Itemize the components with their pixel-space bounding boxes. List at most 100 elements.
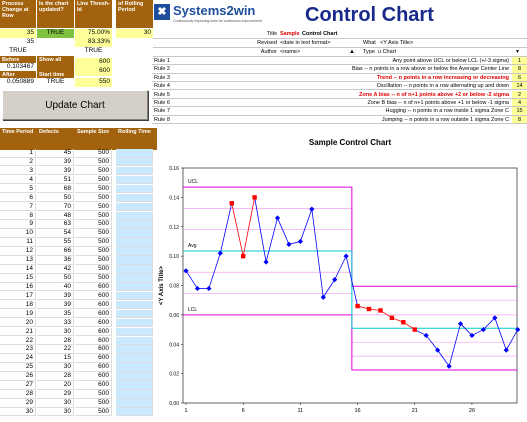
- rule-count-input[interactable]: 8: [512, 115, 527, 125]
- rolling-period-value[interactable]: 30: [116, 29, 153, 38]
- sample-size-cell[interactable]: 600: [75, 363, 112, 372]
- sample-size-cell[interactable]: 500: [75, 274, 112, 283]
- defects-cell[interactable]: 70: [37, 202, 74, 212]
- sample-size-cell[interactable]: 600: [75, 282, 112, 292]
- type-value[interactable]: u Chart: [378, 49, 397, 55]
- y-tick-label: 0.02: [169, 372, 179, 378]
- data-segment: [460, 323, 473, 336]
- sample-size-cell[interactable]: 500: [75, 220, 112, 229]
- sample-size-cell[interactable]: 600: [75, 327, 112, 337]
- sample-size-cell[interactable]: 500: [75, 149, 112, 158]
- sample-size-cell[interactable]: 600: [75, 336, 112, 346]
- defects-cell[interactable]: 50: [37, 274, 74, 283]
- sample-size-cell[interactable]: 600: [75, 354, 112, 363]
- defects-cell[interactable]: 22: [37, 345, 74, 354]
- update-chart-button[interactable]: Update Chart: [2, 90, 148, 120]
- defects-cell[interactable]: 35: [37, 309, 74, 319]
- sample-size-cell[interactable]: 500: [75, 211, 112, 220]
- y-tick-label: 0.16: [169, 166, 179, 172]
- sample-size-cell[interactable]: 500: [75, 256, 112, 265]
- defects-cell[interactable]: 68: [37, 184, 74, 194]
- top-settings-table: Process Change at Row Is the chart updat…: [0, 0, 153, 90]
- data-segment: [208, 253, 221, 289]
- sample-size-cell[interactable]: 500: [75, 184, 112, 194]
- sample-size-cell[interactable]: 500: [75, 166, 112, 176]
- defects-cell[interactable]: 39: [37, 300, 74, 310]
- defects-cell[interactable]: 40: [37, 282, 74, 292]
- period-cell: 17: [0, 291, 36, 301]
- sample-size-cell[interactable]: 500: [75, 157, 112, 167]
- period-cell: 5: [0, 184, 36, 194]
- process-change-row[interactable]: 35: [0, 29, 36, 38]
- sample-size-cell[interactable]: 600: [75, 318, 112, 328]
- defects-cell[interactable]: 30: [37, 407, 74, 417]
- defects-cell[interactable]: 30: [37, 399, 74, 408]
- sample-size-cell[interactable]: 600: [75, 309, 112, 319]
- sample-size-cell[interactable]: 500: [75, 175, 112, 185]
- defects-cell[interactable]: 33: [37, 318, 74, 328]
- rule-count-input[interactable]: 1: [512, 57, 527, 66]
- rule-count-input[interactable]: 8: [512, 65, 527, 74]
- rule-count-input[interactable]: 15: [512, 107, 527, 116]
- table-row: 10 54 500: [0, 229, 153, 238]
- defects-cell[interactable]: 39: [37, 291, 74, 301]
- title-value-prefix[interactable]: Sample: [280, 31, 300, 37]
- defects-cell[interactable]: 63: [37, 220, 74, 229]
- defects-cell[interactable]: 42: [37, 265, 74, 274]
- data-point-violation: [401, 320, 406, 325]
- threshold-1[interactable]: 75.00%: [75, 29, 112, 38]
- defects-cell[interactable]: 20: [37, 381, 74, 390]
- defects-cell[interactable]: 28: [37, 336, 74, 346]
- rule-row: Rule 7 Hugging -- n points in a row insid…: [152, 107, 527, 116]
- defects-cell[interactable]: 15: [37, 354, 74, 363]
- table-row: 28 29 500: [0, 390, 153, 399]
- what-value[interactable]: <Y Axis Title>: [380, 40, 414, 46]
- sample-size-cell[interactable]: 600: [75, 381, 112, 390]
- sample-size-cell[interactable]: 500: [75, 247, 112, 256]
- defects-cell[interactable]: 66: [37, 247, 74, 256]
- defects-cell[interactable]: 54: [37, 229, 74, 238]
- defects-cell[interactable]: 30: [37, 363, 74, 372]
- title-value-suffix[interactable]: Control Chart: [302, 31, 338, 37]
- sample-size-cell[interactable]: 600: [75, 291, 112, 301]
- sample-size-cell[interactable]: 600: [75, 372, 112, 381]
- defects-cell[interactable]: 28: [37, 372, 74, 381]
- flag-true-2: TRUE: [84, 47, 103, 54]
- defects-cell[interactable]: 55: [37, 238, 74, 247]
- sample-size-mid[interactable]: 600: [75, 67, 112, 76]
- sample-size-cell[interactable]: 500: [75, 399, 112, 408]
- defects-cell[interactable]: 50: [37, 193, 74, 203]
- defects-cell[interactable]: 39: [37, 166, 74, 176]
- rule-count-input[interactable]: 6: [512, 73, 527, 83]
- rule-description: Jumping -- n points in a row outside 1 s…: [180, 116, 512, 125]
- sample-size-cell[interactable]: 500: [75, 193, 112, 203]
- defects-cell[interactable]: 45: [37, 149, 74, 158]
- data-segment: [254, 197, 267, 263]
- sample-size-cell[interactable]: 600: [75, 300, 112, 310]
- rule-count-input[interactable]: 4: [512, 99, 527, 108]
- revised-value[interactable]: <date in text format>: [280, 40, 331, 46]
- type-dropdown-icon[interactable]: ▼: [515, 49, 520, 55]
- data-point: [286, 241, 292, 247]
- sample-size-cell[interactable]: 500: [75, 390, 112, 399]
- rule-count-input[interactable]: 2: [512, 90, 527, 99]
- sample-size-before[interactable]: 600: [75, 58, 112, 67]
- sample-size-cell[interactable]: 500: [75, 407, 112, 417]
- rule-count-input[interactable]: 14: [512, 82, 527, 91]
- defects-cell[interactable]: 51: [37, 175, 74, 185]
- table-row: 30 30 500: [0, 407, 153, 417]
- threshold-2[interactable]: 83.33%: [75, 38, 112, 47]
- sample-size-cell[interactable]: 500: [75, 265, 112, 274]
- header-rolling-time: Rolling Time: [116, 128, 157, 150]
- sample-size-after[interactable]: 550: [75, 78, 112, 87]
- sample-size-cell[interactable]: 500: [75, 202, 112, 212]
- defects-cell[interactable]: 36: [37, 256, 74, 265]
- defects-cell[interactable]: 30: [37, 327, 74, 337]
- defects-cell[interactable]: 48: [37, 211, 74, 220]
- sample-size-cell[interactable]: 500: [75, 238, 112, 247]
- sample-size-cell[interactable]: 500: [75, 229, 112, 238]
- defects-cell[interactable]: 29: [37, 390, 74, 399]
- author-value[interactable]: <name>: [280, 49, 301, 55]
- defects-cell[interactable]: 39: [37, 157, 74, 167]
- sample-size-cell[interactable]: 600: [75, 345, 112, 354]
